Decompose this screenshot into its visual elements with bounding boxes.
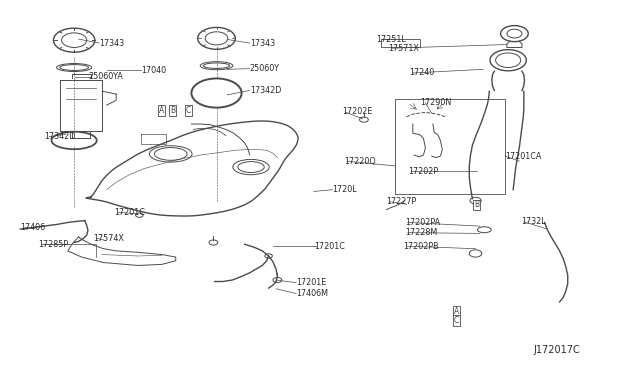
Circle shape (470, 197, 481, 204)
Text: 17251L: 17251L (376, 35, 406, 44)
Text: 17406M: 17406M (296, 289, 328, 298)
Text: 25060YA: 25060YA (88, 72, 123, 81)
Text: 17201C: 17201C (314, 242, 344, 251)
Circle shape (265, 254, 273, 258)
Text: 17285P: 17285P (38, 240, 68, 249)
Text: 17202PB: 17202PB (403, 242, 438, 251)
Text: 1732L: 1732L (521, 217, 545, 226)
Text: A: A (454, 307, 459, 316)
Text: B: B (170, 106, 175, 115)
Text: 17201CA: 17201CA (505, 152, 541, 161)
Text: B: B (474, 201, 479, 209)
Text: 17227P: 17227P (386, 197, 416, 206)
Text: A: A (159, 106, 164, 115)
Text: 17040: 17040 (141, 65, 166, 74)
Text: 17220Q: 17220Q (344, 157, 376, 166)
Text: C: C (186, 106, 191, 115)
Text: 17201C: 17201C (115, 208, 145, 217)
Text: 17202PA: 17202PA (404, 218, 440, 227)
Text: 17228M: 17228M (404, 228, 437, 237)
Text: 17240: 17240 (409, 68, 435, 77)
Text: 17574X: 17574X (93, 234, 124, 243)
Text: J172017C: J172017C (533, 345, 580, 355)
Text: 17571X: 17571X (388, 44, 419, 53)
Text: 17201E: 17201E (296, 278, 326, 287)
Text: C: C (454, 316, 459, 325)
Text: 17343: 17343 (99, 39, 124, 48)
Circle shape (136, 213, 143, 217)
Text: 17342D: 17342D (44, 132, 76, 141)
Bar (396, 99, 505, 194)
Circle shape (360, 117, 368, 122)
Text: 17342D: 17342D (250, 86, 281, 95)
Text: 1720L: 1720L (333, 185, 357, 194)
Text: 17202E: 17202E (342, 108, 372, 116)
Circle shape (469, 250, 482, 257)
Text: 17343: 17343 (250, 39, 275, 48)
Text: 17202P: 17202P (408, 167, 438, 176)
Text: 25060Y: 25060Y (250, 64, 280, 73)
Text: 17290N: 17290N (420, 98, 452, 108)
Text: 17406: 17406 (20, 224, 45, 232)
